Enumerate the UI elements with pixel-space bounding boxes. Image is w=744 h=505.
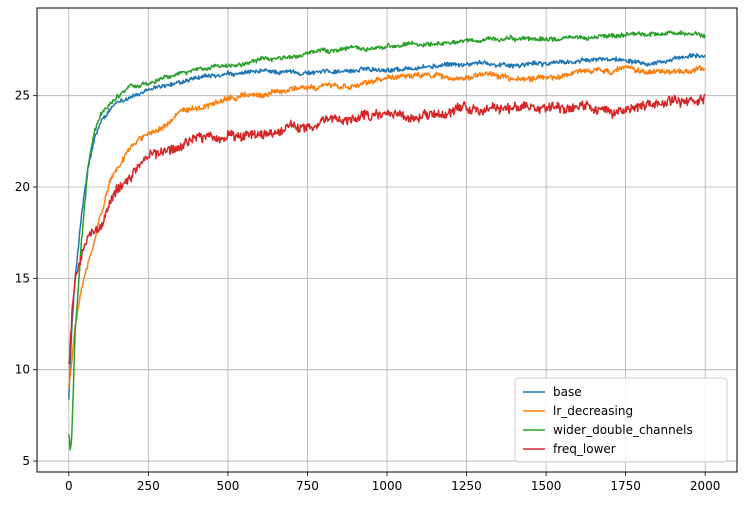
series-layer (68, 30, 706, 451)
y-tick-label: 20 (15, 180, 30, 194)
x-tick-label: 250 (137, 479, 160, 493)
x-axis: 0 250 500 750 1000 1250 1500 1750 2000 (65, 472, 720, 493)
x-tick-label: 750 (296, 479, 319, 493)
x-tick-label: 500 (216, 479, 239, 493)
series-line-base (68, 52, 706, 400)
series-line-freq-lower (68, 93, 706, 365)
legend-label: wider_double_channels (553, 423, 693, 437)
y-tick-label: 25 (15, 89, 30, 103)
x-tick-label: 1000 (372, 479, 403, 493)
y-tick-label: 10 (15, 363, 30, 377)
legend-label: base (553, 385, 582, 399)
y-axis: 5 10 15 20 25 (15, 89, 37, 468)
legend-label: lr_decreasing (553, 404, 633, 418)
series-line-wider-double-channels (68, 30, 706, 451)
x-tick-label: 1500 (531, 479, 562, 493)
x-tick-label: 0 (65, 479, 73, 493)
y-tick-label: 5 (22, 454, 30, 468)
x-tick-label: 1250 (451, 479, 482, 493)
series-line-lr-decreasing (68, 64, 706, 388)
legend-label: freq_lower (553, 442, 616, 456)
legend-box (514, 377, 728, 463)
x-tick-label: 1750 (610, 479, 641, 493)
y-tick-label: 15 (15, 271, 30, 285)
x-tick-label: 2000 (690, 479, 721, 493)
legend: base lr_decreasing wider_double_channelsfr… (514, 377, 728, 463)
